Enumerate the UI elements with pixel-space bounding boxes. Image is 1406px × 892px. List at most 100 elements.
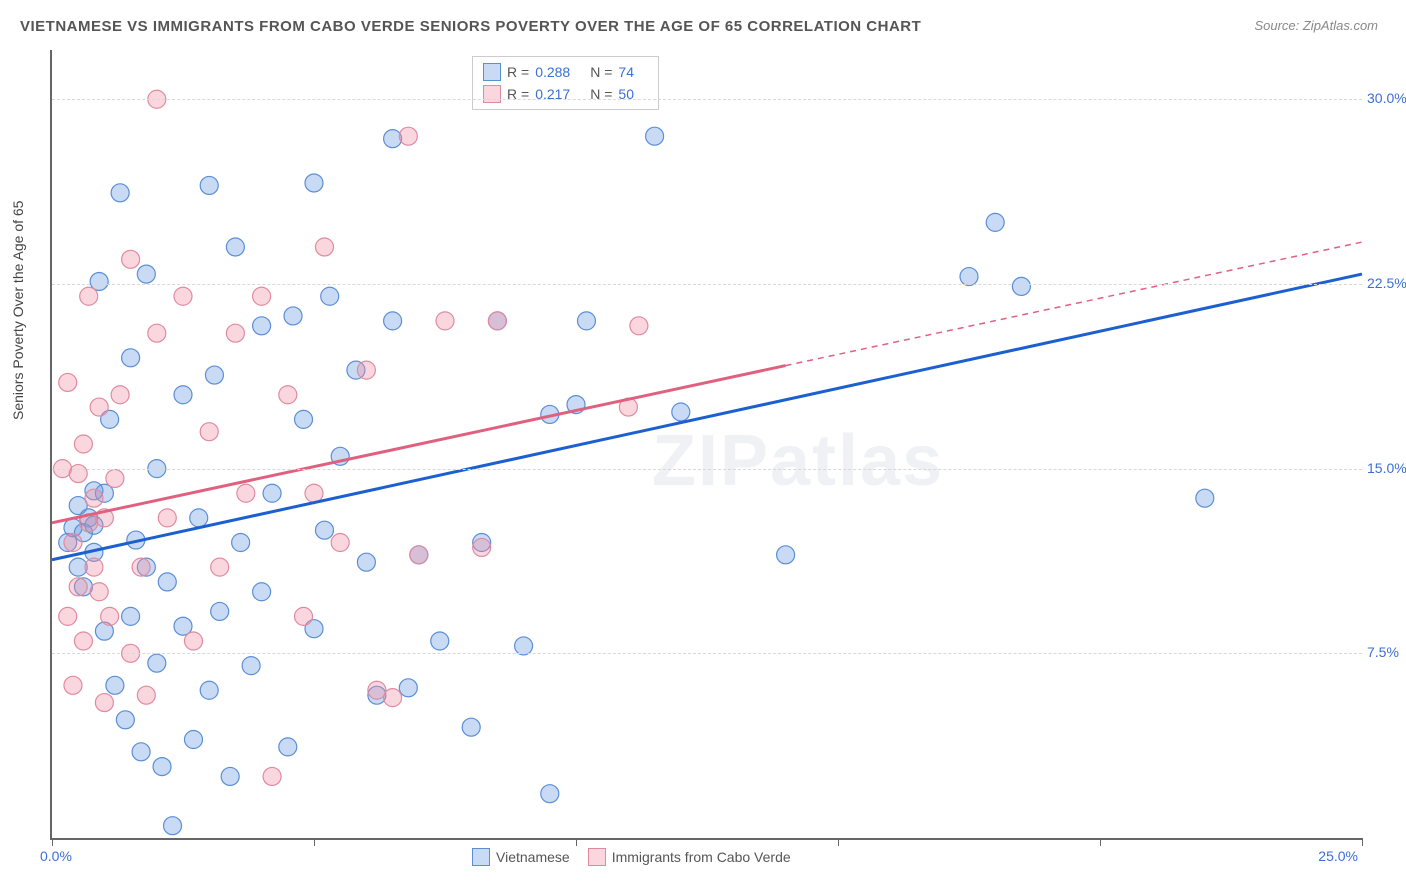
legend-bottom-label-0: Vietnamese bbox=[496, 849, 570, 865]
scatter-point bbox=[164, 817, 182, 835]
scatter-point bbox=[315, 238, 333, 256]
scatter-point bbox=[436, 312, 454, 330]
scatter-point bbox=[59, 607, 77, 625]
scatter-point bbox=[122, 250, 140, 268]
scatter-point bbox=[137, 265, 155, 283]
scatter-point bbox=[74, 435, 92, 453]
scatter-point bbox=[315, 521, 333, 539]
scatter-point bbox=[95, 694, 113, 712]
scatter-point bbox=[384, 689, 402, 707]
scatter-point bbox=[253, 317, 271, 335]
scatter-point bbox=[211, 602, 229, 620]
scatter-point bbox=[305, 484, 323, 502]
scatter-point bbox=[74, 632, 92, 650]
scatter-point bbox=[200, 423, 218, 441]
x-tick bbox=[1362, 838, 1363, 846]
scatter-point bbox=[158, 509, 176, 527]
scatter-point bbox=[242, 657, 260, 675]
trend-line-dashed bbox=[786, 242, 1362, 366]
scatter-point bbox=[184, 632, 202, 650]
y-tick-label: 7.5% bbox=[1367, 644, 1406, 660]
scatter-point bbox=[1012, 277, 1030, 295]
x-tick bbox=[314, 838, 315, 846]
scatter-point bbox=[279, 738, 297, 756]
scatter-point bbox=[132, 743, 150, 761]
legend-item-1: Immigrants from Cabo Verde bbox=[588, 848, 791, 866]
scatter-point bbox=[122, 349, 140, 367]
scatter-point bbox=[473, 538, 491, 556]
legend-bottom-swatch-1 bbox=[588, 848, 606, 866]
scatter-point bbox=[279, 386, 297, 404]
scatter-point bbox=[90, 398, 108, 416]
scatter-point bbox=[986, 213, 1004, 231]
scatter-point bbox=[295, 410, 313, 428]
scatter-point bbox=[960, 268, 978, 286]
scatter-point bbox=[1196, 489, 1214, 507]
scatter-point bbox=[174, 287, 192, 305]
scatter-point bbox=[111, 386, 129, 404]
scatter-point bbox=[69, 578, 87, 596]
scatter-point bbox=[357, 361, 375, 379]
y-tick-label: 15.0% bbox=[1367, 460, 1406, 476]
scatter-point bbox=[59, 373, 77, 391]
scatter-point bbox=[221, 767, 239, 785]
plot-area: ZIPatlas R = 0.288 N = 74 R = 0.217 N = … bbox=[50, 50, 1362, 840]
scatter-point bbox=[205, 366, 223, 384]
scatter-point bbox=[263, 767, 281, 785]
scatter-point bbox=[232, 534, 250, 552]
scatter-point bbox=[64, 676, 82, 694]
source-label: Source: ZipAtlas.com bbox=[1254, 18, 1378, 33]
x-tick bbox=[1100, 838, 1101, 846]
scatter-point bbox=[200, 681, 218, 699]
legend-bottom-label-1: Immigrants from Cabo Verde bbox=[612, 849, 791, 865]
scatter-point bbox=[399, 127, 417, 145]
scatter-point bbox=[384, 312, 402, 330]
scatter-point bbox=[174, 386, 192, 404]
scatter-point bbox=[410, 546, 428, 564]
scatter-point bbox=[672, 403, 690, 421]
scatter-point bbox=[153, 758, 171, 776]
scatter-point bbox=[200, 176, 218, 194]
scatter-point bbox=[630, 317, 648, 335]
scatter-point bbox=[541, 785, 559, 803]
scatter-point bbox=[515, 637, 533, 655]
scatter-point bbox=[577, 312, 595, 330]
scatter-point bbox=[357, 553, 375, 571]
scatter-point bbox=[64, 534, 82, 552]
gridline-h bbox=[52, 469, 1362, 470]
scatter-point bbox=[431, 632, 449, 650]
scatter-point bbox=[284, 307, 302, 325]
scatter-point bbox=[90, 583, 108, 601]
scatter-point bbox=[777, 546, 795, 564]
gridline-h bbox=[52, 284, 1362, 285]
scatter-point bbox=[399, 679, 417, 697]
scatter-point bbox=[184, 731, 202, 749]
gridline-h bbox=[52, 653, 1362, 654]
scatter-point bbox=[305, 174, 323, 192]
scatter-point bbox=[211, 558, 229, 576]
x-tick-label-min: 0.0% bbox=[40, 848, 72, 864]
scatter-point bbox=[321, 287, 339, 305]
scatter-point bbox=[226, 324, 244, 342]
scatter-point bbox=[237, 484, 255, 502]
scatter-point bbox=[132, 558, 150, 576]
scatter-point bbox=[106, 469, 124, 487]
scatter-point bbox=[106, 676, 124, 694]
scatter-point bbox=[331, 534, 349, 552]
plot-svg bbox=[52, 50, 1362, 838]
scatter-point bbox=[226, 238, 244, 256]
scatter-point bbox=[101, 607, 119, 625]
scatter-point bbox=[69, 465, 87, 483]
legend-item-0: Vietnamese bbox=[472, 848, 570, 866]
scatter-point bbox=[111, 184, 129, 202]
x-tick bbox=[838, 838, 839, 846]
x-tick bbox=[576, 838, 577, 846]
scatter-point bbox=[158, 573, 176, 591]
y-axis-label: Seniors Poverty Over the Age of 65 bbox=[10, 201, 26, 420]
scatter-point bbox=[488, 312, 506, 330]
chart-title: VIETNAMESE VS IMMIGRANTS FROM CABO VERDE… bbox=[20, 18, 921, 35]
scatter-point bbox=[148, 324, 166, 342]
scatter-point bbox=[122, 607, 140, 625]
scatter-point bbox=[263, 484, 281, 502]
trend-line bbox=[52, 274, 1362, 560]
